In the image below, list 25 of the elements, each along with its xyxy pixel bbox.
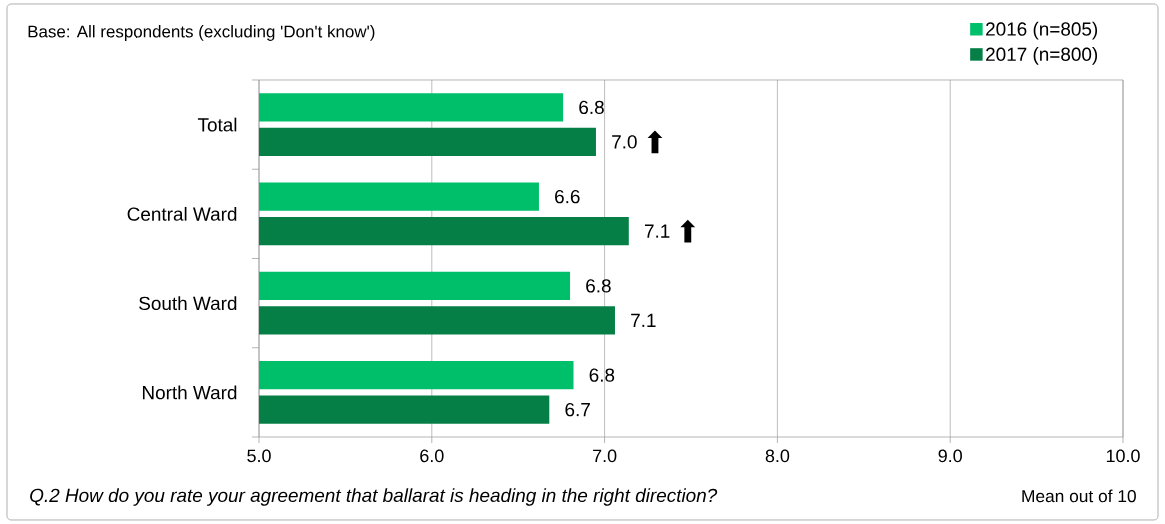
y-tick-label: North Ward [142, 385, 237, 400]
annotation: ⬆ [680, 219, 696, 243]
data-label: 7.1 [631, 313, 656, 327]
data-label: 6.8 [586, 279, 611, 293]
legend-label: 2016 (n=805) [986, 21, 1098, 40]
y-tick-label: Central Ward [127, 206, 237, 221]
y-tick-label: Total [197, 117, 237, 132]
x-axis-title: Mean out of 10 [1022, 489, 1136, 503]
data-label: 6.6 [555, 189, 580, 204]
annotation: ⬆ [647, 130, 663, 154]
data-label: 6.8 [589, 368, 615, 382]
text: Base: All respondents (excluding 'Don't know') [28, 25, 375, 41]
x-tick-label: 5.0 [247, 449, 271, 463]
data-label: 6.7 [565, 402, 590, 417]
data-label: 7.1 [644, 224, 670, 238]
y-tick-label: South Ward [139, 296, 237, 311]
x-tick-label: 8.0 [765, 449, 790, 463]
x-tick-label: 9.0 [938, 449, 962, 463]
x-tick-label: 7.0 [593, 449, 617, 463]
legend-label: 2017 (n=800) [986, 47, 1098, 65]
x-tick-label: 10.0 [1106, 449, 1140, 463]
text: Q.2 How do you rate your agreement that ballarat is heading in the right direction? [30, 488, 718, 506]
x-tick-label: 6.0 [420, 449, 444, 463]
data-label: 6.8 [579, 100, 604, 115]
data-label: 7.0 [612, 135, 637, 149]
